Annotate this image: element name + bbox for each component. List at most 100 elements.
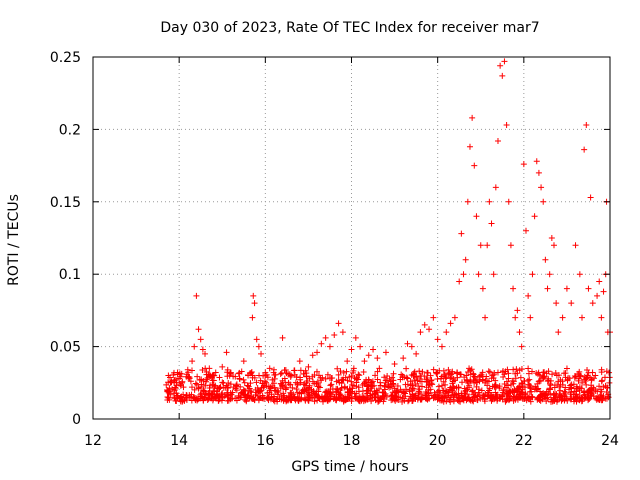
y-axis-label: ROTI / TECUs (6, 194, 22, 286)
baseline-point (166, 396, 173, 403)
baseline-point (535, 371, 542, 378)
baseline-point (550, 390, 557, 397)
data-point (326, 343, 333, 350)
data-point (505, 198, 512, 205)
baseline-point (382, 377, 389, 384)
data-point (443, 329, 450, 336)
data-point (236, 375, 243, 382)
baseline-point (541, 392, 548, 399)
baseline-point (552, 369, 559, 376)
baseline-point (492, 389, 499, 396)
baseline-point (527, 398, 534, 405)
data-point (279, 334, 286, 341)
baseline-point (484, 389, 491, 396)
baseline-point (409, 385, 416, 392)
baseline-point (250, 394, 257, 401)
baseline-point (537, 377, 544, 384)
baseline-point (374, 368, 381, 375)
baseline-point (282, 379, 289, 386)
axis-ticks (92, 56, 611, 420)
baseline-point (480, 392, 487, 399)
baseline-point (393, 394, 400, 401)
baseline-point (303, 373, 310, 380)
baseline-point (311, 380, 318, 387)
baseline-point (393, 387, 400, 394)
data-point (223, 349, 230, 356)
baseline-point (483, 373, 490, 380)
data-point (548, 235, 555, 241)
baseline-point (568, 395, 575, 402)
baseline-point (387, 378, 394, 385)
data-point (357, 343, 364, 350)
baseline-point (388, 392, 395, 399)
baseline-point (505, 375, 512, 382)
baseline-point (571, 373, 578, 380)
baseline-point (233, 382, 240, 389)
baseline-point (518, 389, 525, 396)
baseline-point (455, 392, 462, 399)
data-point (305, 363, 312, 370)
baseline-point (489, 383, 496, 390)
baseline-point (461, 374, 468, 381)
data-point (576, 271, 583, 278)
baseline-point (381, 374, 388, 381)
baseline-point (422, 392, 429, 399)
data-point (473, 213, 480, 220)
baseline-point (335, 391, 342, 398)
baseline-point (592, 372, 599, 379)
data-point (195, 326, 202, 333)
baseline-point (225, 391, 232, 398)
baseline-point (521, 394, 528, 401)
baseline-point (251, 397, 258, 404)
y-tick-labels: 0 0.05 0.1 0.15 0.2 0.25 (50, 50, 81, 428)
baseline-point (173, 392, 180, 399)
baseline-point (248, 389, 255, 396)
data-point (189, 358, 196, 365)
baseline-point (257, 377, 264, 384)
baseline-point (389, 395, 396, 402)
baseline-point (342, 395, 349, 402)
baseline-point (227, 381, 234, 388)
baseline-point (543, 388, 550, 395)
baseline-point (355, 396, 362, 403)
baseline-point (390, 370, 397, 377)
baseline-point (479, 376, 486, 383)
baseline-point (216, 396, 223, 403)
baseline-point (198, 390, 205, 397)
data-point (520, 161, 527, 168)
baseline-point (347, 389, 354, 396)
baseline-point (232, 373, 239, 380)
baseline-point (369, 378, 376, 385)
baseline-point (561, 370, 568, 377)
baseline-point (556, 391, 563, 398)
baseline-point (428, 376, 435, 383)
data-point (507, 242, 514, 249)
baseline-point (328, 375, 335, 382)
baseline-point (187, 378, 194, 385)
data-point (600, 288, 607, 295)
data-point (583, 122, 590, 129)
data-point (250, 292, 257, 299)
baseline-point (417, 378, 424, 385)
baseline-point (382, 383, 389, 390)
baseline-point (318, 377, 325, 384)
baseline-point (274, 398, 281, 405)
baseline-point (311, 398, 318, 405)
baseline-point (206, 384, 213, 391)
baseline-point (525, 370, 532, 377)
data-point (314, 349, 321, 356)
baseline-point (240, 376, 247, 383)
data-point (270, 366, 277, 373)
baseline-point (469, 388, 476, 395)
baseline-point (529, 368, 536, 375)
baseline-point (264, 395, 271, 402)
baseline-point (233, 383, 240, 390)
baseline-point (596, 393, 603, 400)
baseline-point (348, 378, 355, 385)
data-point (542, 256, 549, 263)
baseline-point (545, 377, 552, 384)
baseline-point (512, 370, 519, 377)
baseline-point (349, 381, 356, 388)
baseline-point (364, 382, 371, 389)
